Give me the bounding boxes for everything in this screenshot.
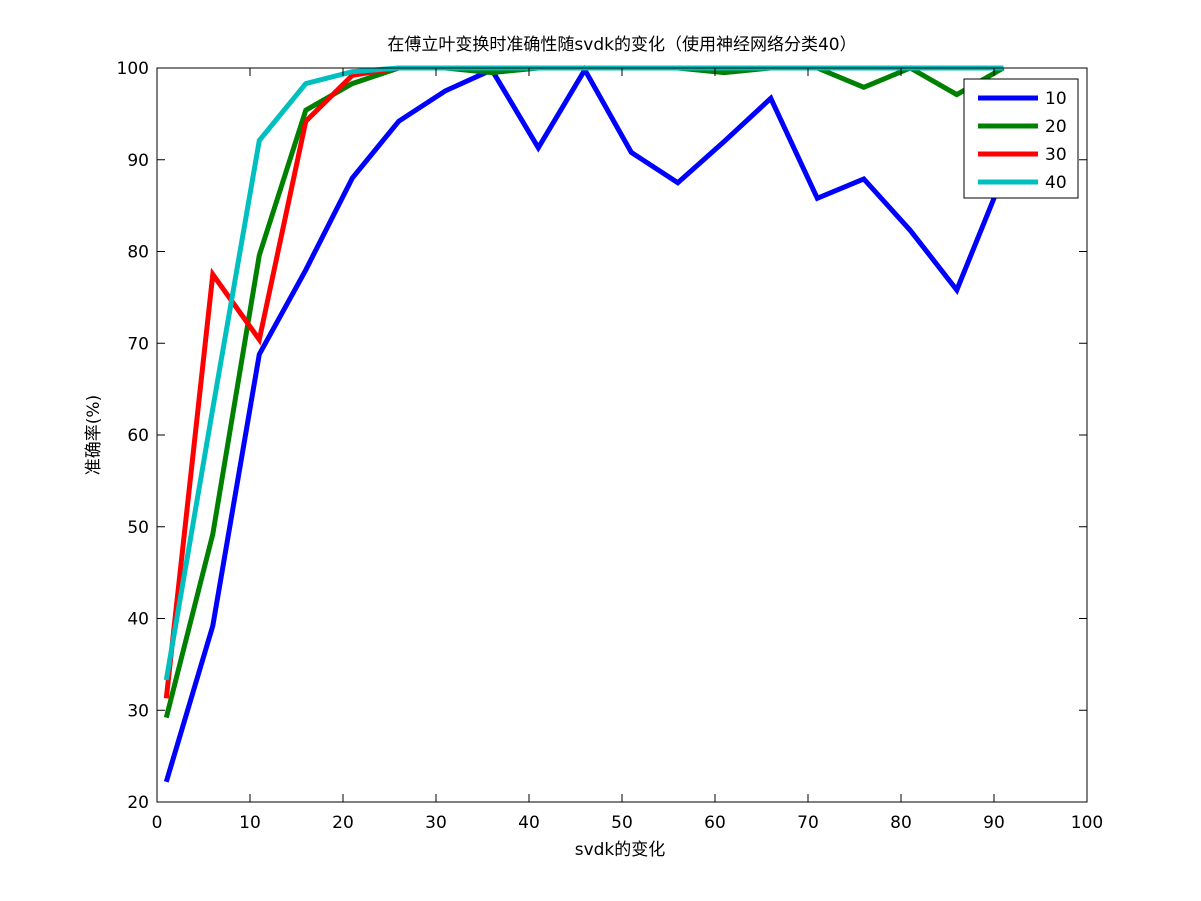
- x-axis-label: svdk的变化: [575, 840, 666, 860]
- x-tick-label: 0: [152, 813, 163, 833]
- x-tick-label: 60: [704, 813, 726, 833]
- y-tick-label: 90: [127, 151, 149, 171]
- y-tick-label: 20: [127, 793, 149, 813]
- x-tick-label: 70: [797, 813, 819, 833]
- y-tick-label: 50: [127, 518, 149, 538]
- y-tick-label: 100: [117, 59, 149, 79]
- legend: 10 20 30 40: [963, 78, 1079, 199]
- x-tick-label: 10: [239, 813, 261, 833]
- legend-label-30: 30: [1045, 145, 1067, 165]
- x-tick-label: 30: [425, 813, 447, 833]
- legend-label-40: 40: [1045, 173, 1067, 193]
- y-tick-label: 80: [127, 243, 149, 263]
- plot-area-background: [157, 68, 1087, 802]
- y-axis-label: 准确率(%): [84, 395, 104, 475]
- x-tick-label: 20: [332, 813, 354, 833]
- chart-title: 在傅立叶变换时准确性随svdk的变化（使用神经网络分类40）: [387, 34, 856, 55]
- x-tick-label: 40: [518, 813, 540, 833]
- legend-label-20: 20: [1045, 117, 1067, 137]
- tick-layer: 0 10 20 30 40 50 60 70 80 90 100 20 30 40 50 60 70 80 90 10…: [117, 59, 1104, 833]
- y-tick-label: 70: [127, 334, 149, 354]
- y-tick-label: 60: [127, 426, 149, 446]
- x-tick-label: 90: [983, 813, 1005, 833]
- y-tick-label: 40: [127, 610, 149, 630]
- x-tick-label: 100: [1071, 813, 1103, 833]
- legend-label-10: 10: [1045, 89, 1067, 109]
- x-tick-label: 50: [611, 813, 633, 833]
- y-tick-label: 30: [127, 701, 149, 721]
- x-tick-label: 80: [890, 813, 912, 833]
